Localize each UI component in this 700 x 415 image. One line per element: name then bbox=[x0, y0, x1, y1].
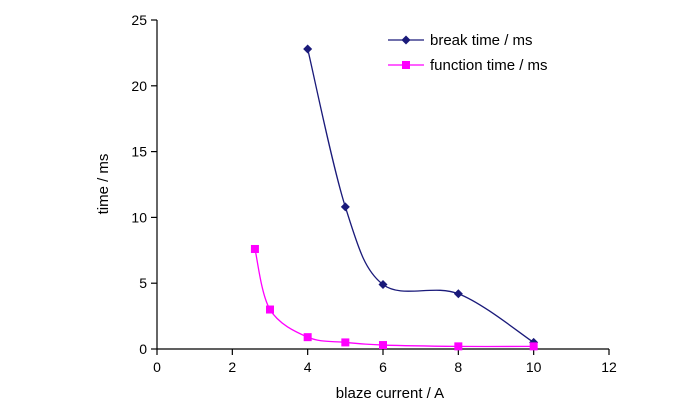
legend-label: function time / ms bbox=[430, 57, 548, 74]
data-point bbox=[341, 338, 350, 347]
series-layer bbox=[250, 44, 539, 351]
y-axis-title: time / ms bbox=[95, 154, 112, 215]
data-point bbox=[250, 244, 259, 253]
legend-marker bbox=[401, 35, 411, 45]
x-tick-label: 4 bbox=[304, 359, 312, 375]
x-tick-label: 10 bbox=[526, 359, 542, 375]
x-tick-label: 2 bbox=[228, 359, 236, 375]
data-point bbox=[303, 333, 312, 342]
legend-item: break time / ms bbox=[388, 32, 533, 49]
plot-area: 0 2 4 6 8 10 12 0 5 10 15 20 25 bbox=[131, 12, 617, 375]
data-point bbox=[529, 342, 538, 351]
series-line bbox=[307, 48, 535, 343]
y-tick-label: 25 bbox=[131, 12, 147, 28]
x-axis-title: blaze current / A bbox=[336, 385, 444, 402]
y-tick-label: 0 bbox=[139, 341, 147, 357]
y-tick-label: 5 bbox=[139, 275, 147, 291]
data-point bbox=[454, 342, 463, 351]
legend: break time / ms function time / ms bbox=[388, 32, 548, 74]
x-tick-label: 12 bbox=[601, 359, 617, 375]
legend-item: function time / ms bbox=[388, 57, 548, 74]
x-ticks: 0 2 4 6 8 10 12 bbox=[153, 349, 617, 375]
series-2 bbox=[250, 244, 538, 351]
data-point bbox=[379, 341, 387, 350]
series-line bbox=[254, 248, 534, 348]
x-tick-label: 6 bbox=[379, 359, 387, 375]
data-point bbox=[453, 289, 463, 299]
legend-marker bbox=[402, 61, 410, 69]
y-tick-label: 15 bbox=[131, 144, 147, 160]
data-point bbox=[378, 280, 388, 290]
y-ticks: 0 5 10 15 20 25 bbox=[131, 12, 157, 357]
data-point bbox=[340, 202, 350, 212]
y-tick-label: 10 bbox=[131, 209, 147, 225]
data-point bbox=[303, 44, 313, 54]
x-tick-label: 0 bbox=[153, 359, 161, 375]
legend-label: break time / ms bbox=[430, 32, 533, 49]
data-point bbox=[266, 305, 274, 314]
x-tick-label: 8 bbox=[454, 359, 462, 375]
y-tick-label: 20 bbox=[131, 78, 147, 94]
series-1 bbox=[303, 44, 539, 347]
